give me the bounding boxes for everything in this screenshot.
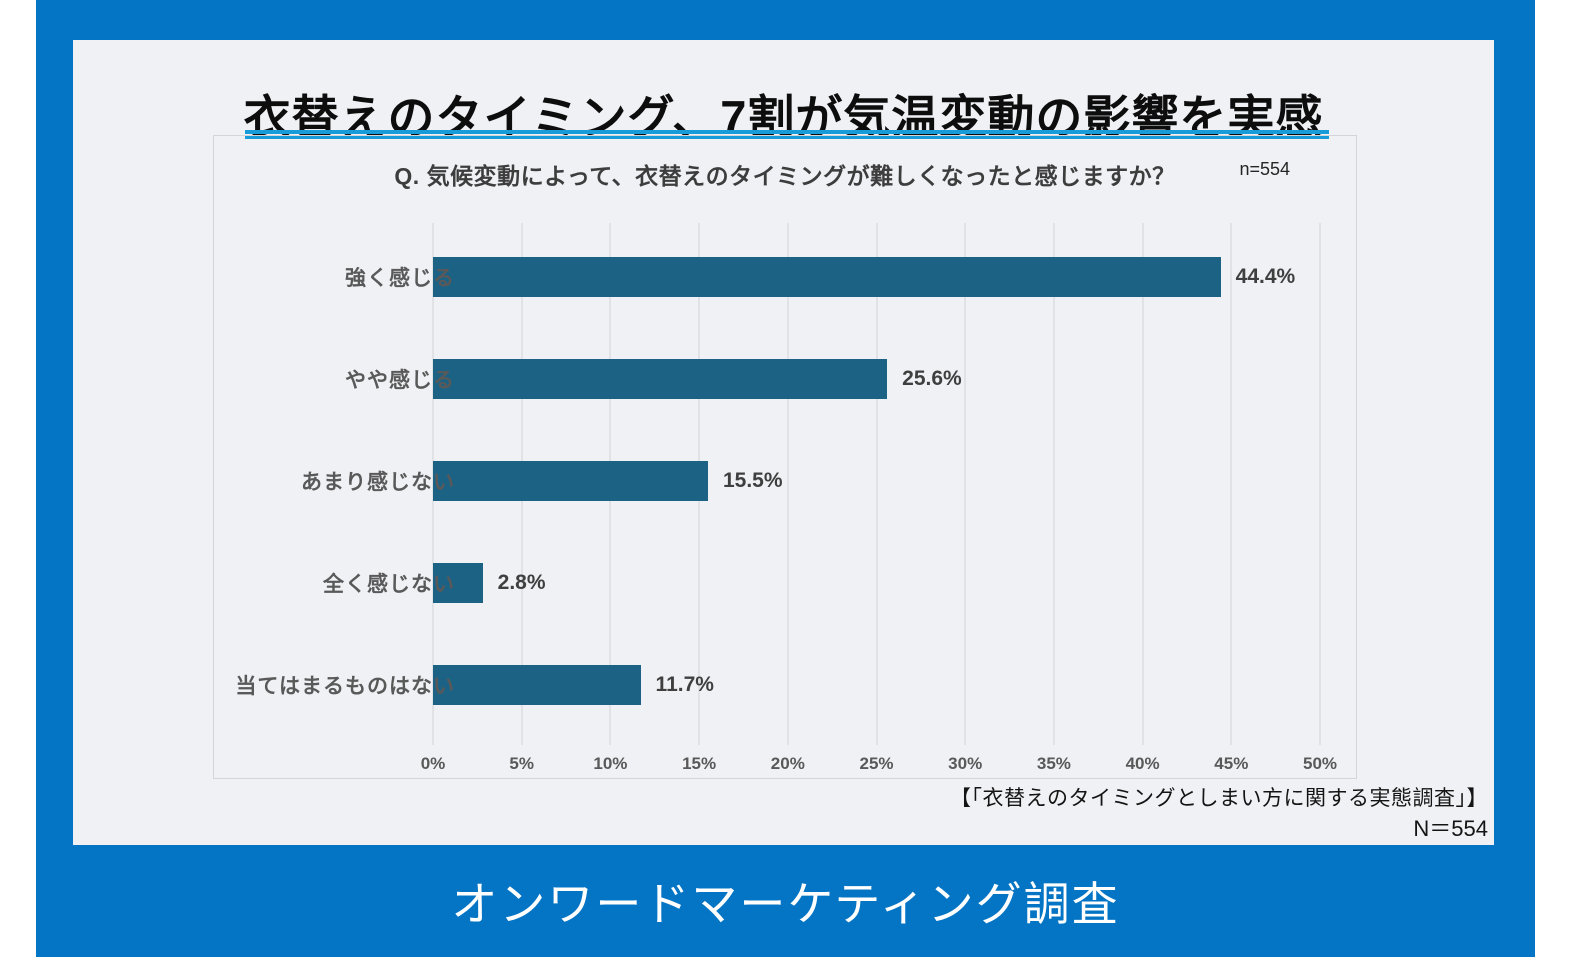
source-label: 【「衣替えのタイミングとしまい方に関する実態調査」】: [950, 787, 1488, 810]
gridline: [786, 223, 789, 745]
category-label: 当てはまるものはない: [235, 675, 455, 698]
bar: [433, 665, 641, 705]
category-label: 全く感じない: [323, 573, 455, 596]
x-tick-label: 50%: [1302, 754, 1338, 773]
category-label: あまり感じない: [301, 471, 455, 494]
category-label: 強く感じる: [345, 267, 455, 290]
bar-value-label: 44.4%: [1235, 265, 1296, 288]
title-underline: [245, 130, 1329, 139]
chart-question: Q. 気候変動によって、衣替えのタイミングが難しくなったと感じますか？: [394, 163, 1176, 189]
bar-value-label: 15.5%: [722, 469, 783, 492]
gridline: [875, 223, 878, 745]
blue-frame: 衣替えのタイミング、7割が気温変動の影響を実感 Q. 気候変動によって、衣替えの…: [36, 0, 1535, 957]
category-label: やや感じる: [345, 369, 455, 392]
question-row: Q. 気候変動によって、衣替えのタイミングが難しくなったと感じますか？ n=55…: [214, 157, 1356, 191]
gridline: [964, 223, 967, 745]
brand-band: オンワードマーケティング調査: [36, 845, 1535, 957]
bar-row: 15.5%: [433, 461, 1320, 501]
x-axis-ticks: 0% 5% 10% 15% 20% 25% 30% 35% 40% 45% 50%: [421, 754, 1337, 778]
sample-size-label: n=554: [1239, 159, 1290, 179]
underline-top-line: [245, 130, 1329, 134]
bar: [433, 257, 1221, 297]
chart-container: Q. 気候変動によって、衣替えのタイミングが難しくなったと感じますか？ n=55…: [213, 135, 1357, 779]
infographic-card: 衣替えのタイミング、7割が気温変動の影響を実感 Q. 気候変動によって、衣替えの…: [73, 40, 1494, 845]
x-tick-label: 35%: [1036, 754, 1071, 773]
bar: [433, 359, 888, 399]
x-tick-label: 30%: [948, 754, 983, 773]
bar-value-label: 2.8%: [497, 571, 546, 594]
gridline: [1230, 223, 1233, 745]
x-tick-label: 15%: [682, 754, 717, 773]
bar-row: 25.6%: [433, 359, 1320, 399]
x-tick-label: 45%: [1214, 754, 1249, 773]
x-tick-label: 20%: [770, 754, 805, 773]
x-tick-label: 40%: [1125, 754, 1160, 773]
x-tick-label: 0%: [420, 754, 446, 773]
bar-value-label: 11.7%: [655, 673, 714, 696]
gridline: [1319, 223, 1321, 745]
bar-row: 11.7%: [433, 665, 1320, 705]
bar: [433, 563, 483, 603]
x-tick-label: 25%: [859, 754, 894, 773]
x-tick-label: 5%: [509, 754, 534, 773]
brand-label: オンワードマーケティング調査: [451, 878, 1120, 930]
footer-n-label: N＝554: [1413, 816, 1488, 842]
bar-value-label: 25.6%: [902, 367, 962, 390]
bar: [433, 461, 708, 501]
gridline: [1052, 223, 1055, 745]
bar-row: 44.4%: [433, 257, 1320, 297]
bar-row: 2.8%: [433, 563, 1320, 603]
footer-source: 【「衣替えのタイミングとしまい方に関する実態調査」】 N＝554: [950, 785, 1488, 844]
plot-area: 44.4% 25.6% 15.5% 2.8% 11.7%: [432, 223, 1321, 745]
gridline: [1141, 223, 1144, 745]
x-tick-label: 10%: [593, 754, 628, 773]
underline-bottom-line: [245, 136, 1329, 139]
